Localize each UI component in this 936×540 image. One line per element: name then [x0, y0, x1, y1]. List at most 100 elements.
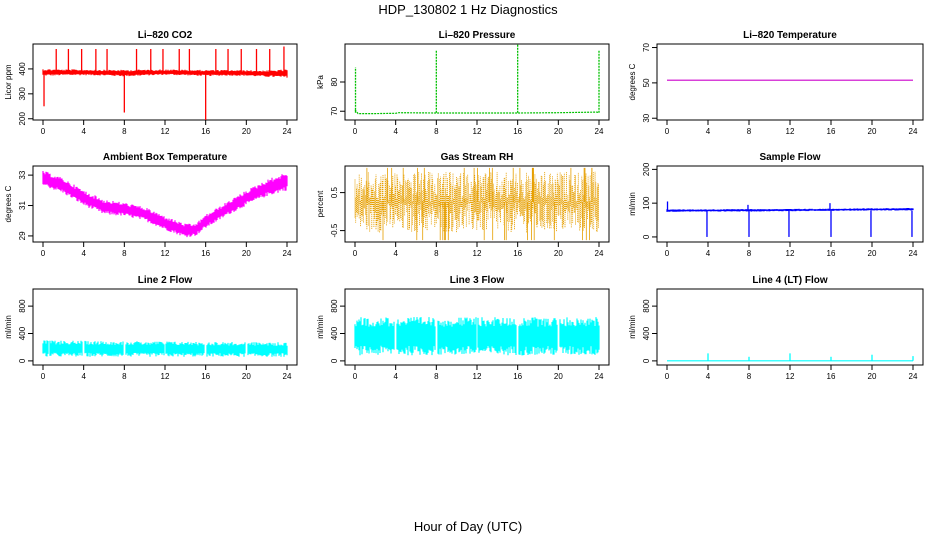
x-tick-label: 16	[827, 127, 836, 136]
y-tick-label: 400	[18, 62, 27, 76]
x-tick-label: 24	[909, 372, 918, 381]
plot-frame	[32, 43, 298, 121]
y-tick-label: 800	[330, 299, 339, 313]
y-axis-label: degrees C	[4, 185, 13, 222]
panel-li820-temperature: Li–820 Temperature 0 4 8 12 16 20 24 30 50 70 degre…	[628, 30, 924, 136]
x-tick-label: 8	[122, 249, 127, 258]
x-tick-label: 0	[41, 127, 46, 136]
x-tick-label: 8	[747, 372, 752, 381]
x-tick-label: 20	[242, 127, 251, 136]
series-line	[354, 109, 600, 115]
x-tick-label: 12	[473, 372, 482, 381]
x-tick-label: 12	[473, 127, 482, 136]
x-tick-label: 16	[201, 127, 210, 136]
x-tick-label: 16	[827, 372, 836, 381]
panel-title: Line 3 Flow	[450, 275, 505, 286]
panel-title: Line 4 (LT) Flow	[752, 275, 828, 286]
x-tick-label: 0	[665, 249, 670, 258]
y-tick-label: 0	[642, 234, 651, 239]
x-tick-label: 4	[393, 249, 398, 258]
x-tick-label: 8	[434, 372, 439, 381]
y-tick-label: 0	[330, 358, 339, 363]
x-tick-label: 20	[554, 372, 563, 381]
y-axis-label: percent	[316, 190, 325, 217]
x-tick-label: 20	[242, 249, 251, 258]
panel-title: Li–820 CO2	[138, 30, 193, 41]
series-band	[666, 208, 914, 212]
panel-title: Li–820 Temperature	[743, 30, 837, 41]
x-tick-label: 4	[81, 127, 86, 136]
panel-title: Gas Stream RH	[441, 152, 514, 163]
panel-title: Sample Flow	[759, 152, 820, 163]
x-tick-label: 12	[786, 127, 795, 136]
x-tick-label: 20	[868, 127, 877, 136]
y-axis-label: degrees C	[628, 63, 637, 100]
y-axis-label: ml/min	[316, 315, 325, 339]
series-band	[354, 317, 600, 356]
panel-ambient-box-temperature: Ambient Box Temperature 0 4 8 12 16 20 24 29 31 33…	[4, 152, 298, 258]
panel-title: Li–820 Pressure	[439, 30, 516, 41]
y-axis-label: Licor ppm	[4, 64, 13, 99]
y-tick-label: 80	[330, 77, 339, 86]
x-tick-label: 4	[706, 372, 711, 381]
y-tick-label: 0.5	[330, 186, 339, 198]
series-band	[42, 340, 288, 357]
panel-li820-co2: Li–820 CO2 0 4 8 12 16 20 24 200 300 400 Licor ppm	[4, 30, 298, 136]
x-tick-label: 12	[161, 249, 170, 258]
x-tick-label: 0	[353, 249, 358, 258]
y-tick-label: 400	[642, 326, 651, 340]
panel-sample-flow: Sample Flow 0 4 8 12 16 20 24 0 100 200 ml/min	[628, 152, 924, 258]
x-tick-label: 20	[868, 249, 877, 258]
x-tick-label: 12	[473, 249, 482, 258]
x-tick-label: 20	[242, 372, 251, 381]
x-tick-label: 20	[868, 372, 877, 381]
x-tick-label: 24	[909, 249, 918, 258]
x-tick-label: 24	[595, 127, 604, 136]
x-tick-label: 24	[595, 249, 604, 258]
y-tick-label: 0	[18, 358, 27, 363]
series-band	[42, 171, 288, 238]
y-tick-label: 30	[642, 113, 651, 122]
x-tick-label: 16	[827, 249, 836, 258]
y-axis-label: ml/min	[628, 315, 637, 339]
y-axis-label: kPa	[316, 75, 325, 89]
y-axis-label: ml/min	[4, 315, 13, 339]
x-tick-label: 0	[41, 372, 46, 381]
y-tick-label: 400	[18, 326, 27, 340]
panel-title: Line 2 Flow	[138, 275, 193, 286]
x-tick-label: 20	[554, 127, 563, 136]
x-tick-label: 16	[201, 249, 210, 258]
y-tick-label: 400	[330, 326, 339, 340]
y-tick-label: 800	[642, 299, 651, 313]
plot-frame	[344, 43, 610, 121]
y-tick-label: 0	[642, 358, 651, 363]
x-tick-label: 8	[434, 127, 439, 136]
plot-frame	[656, 43, 924, 121]
x-tick-label: 24	[909, 127, 918, 136]
y-tick-label: 70	[330, 106, 339, 115]
panel-line2-flow: Line 2 Flow 0 4 8 12 16 20 24 0 400 800 ml/min	[4, 275, 298, 381]
panel-gas-stream-rh: Gas Stream RH 0 4 8 12 16 20 24 -0.5 0.5 percent	[316, 152, 610, 258]
x-tick-label: 8	[747, 127, 752, 136]
series-extremes	[366, 167, 593, 241]
y-tick-label: 100	[642, 196, 651, 210]
x-tick-label: 0	[353, 127, 358, 136]
panel-line4-lt-flow: Line 4 (LT) Flow 0 4 8 12 16 20 24 0 400 800 ml/min	[628, 275, 924, 381]
x-tick-label: 12	[786, 372, 795, 381]
x-tick-label: 16	[513, 372, 522, 381]
x-tick-label: 4	[81, 249, 86, 258]
x-tick-label: 20	[554, 249, 563, 258]
y-tick-label: 300	[18, 87, 27, 101]
y-tick-label: 50	[642, 78, 651, 87]
x-tick-label: 0	[41, 249, 46, 258]
x-tick-label: 16	[513, 249, 522, 258]
x-tick-label: 24	[283, 372, 292, 381]
plot-frame	[32, 165, 298, 243]
x-tick-label: 0	[353, 372, 358, 381]
y-tick-label: -0.5	[330, 223, 339, 237]
y-tick-label: 70	[642, 43, 651, 52]
x-tick-label: 4	[706, 249, 711, 258]
y-tick-label: 29	[18, 231, 27, 240]
x-tick-label: 0	[665, 127, 670, 136]
